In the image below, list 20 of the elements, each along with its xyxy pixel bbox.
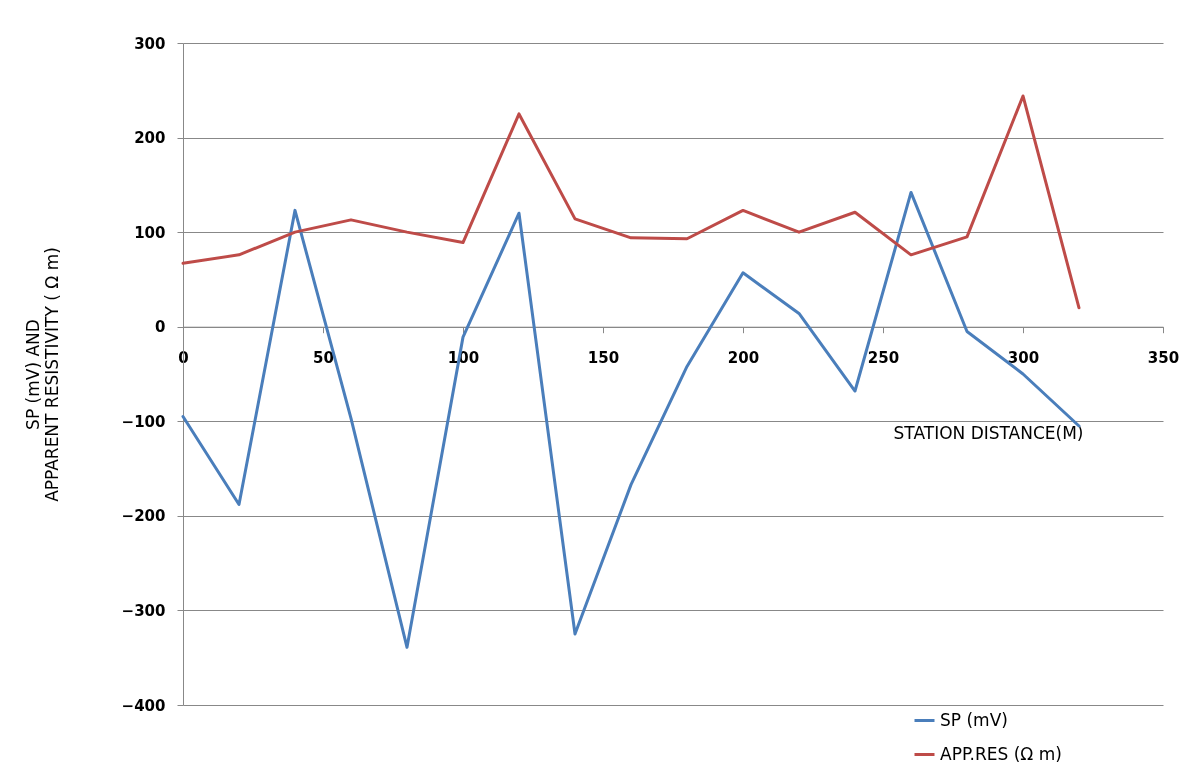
y-tick-label: 300 <box>134 34 166 53</box>
y-tick-label: 200 <box>134 129 166 148</box>
x-axis-title: STATION DISTANCE(M) <box>893 423 1084 444</box>
x-tick-label: 350 <box>1147 349 1180 368</box>
x-tick-label: 250 <box>867 349 900 368</box>
x-tick-label: 50 <box>313 349 334 368</box>
y-tick-label: −300 <box>121 601 166 620</box>
y-tick-label: 100 <box>134 223 166 242</box>
line-series <box>181 190 1081 649</box>
y-axis-title: SP (mV) AND APPARENT RESISTIVITY ( Ω m) <box>22 247 62 502</box>
line-series <box>181 94 1081 310</box>
y-tick-label: −200 <box>121 507 166 526</box>
legend-label: APP.RES (Ω m) <box>940 743 1062 764</box>
y-tick-label: 0 <box>155 318 166 337</box>
x-tick-label: 300 <box>1007 349 1040 368</box>
legend-label: SP (mV) <box>940 709 1008 730</box>
x-tick-label: 150 <box>587 349 620 368</box>
x-tick-label: 200 <box>727 349 760 368</box>
y-tick-label: −400 <box>121 696 166 715</box>
y-tick-label: −100 <box>121 412 166 431</box>
